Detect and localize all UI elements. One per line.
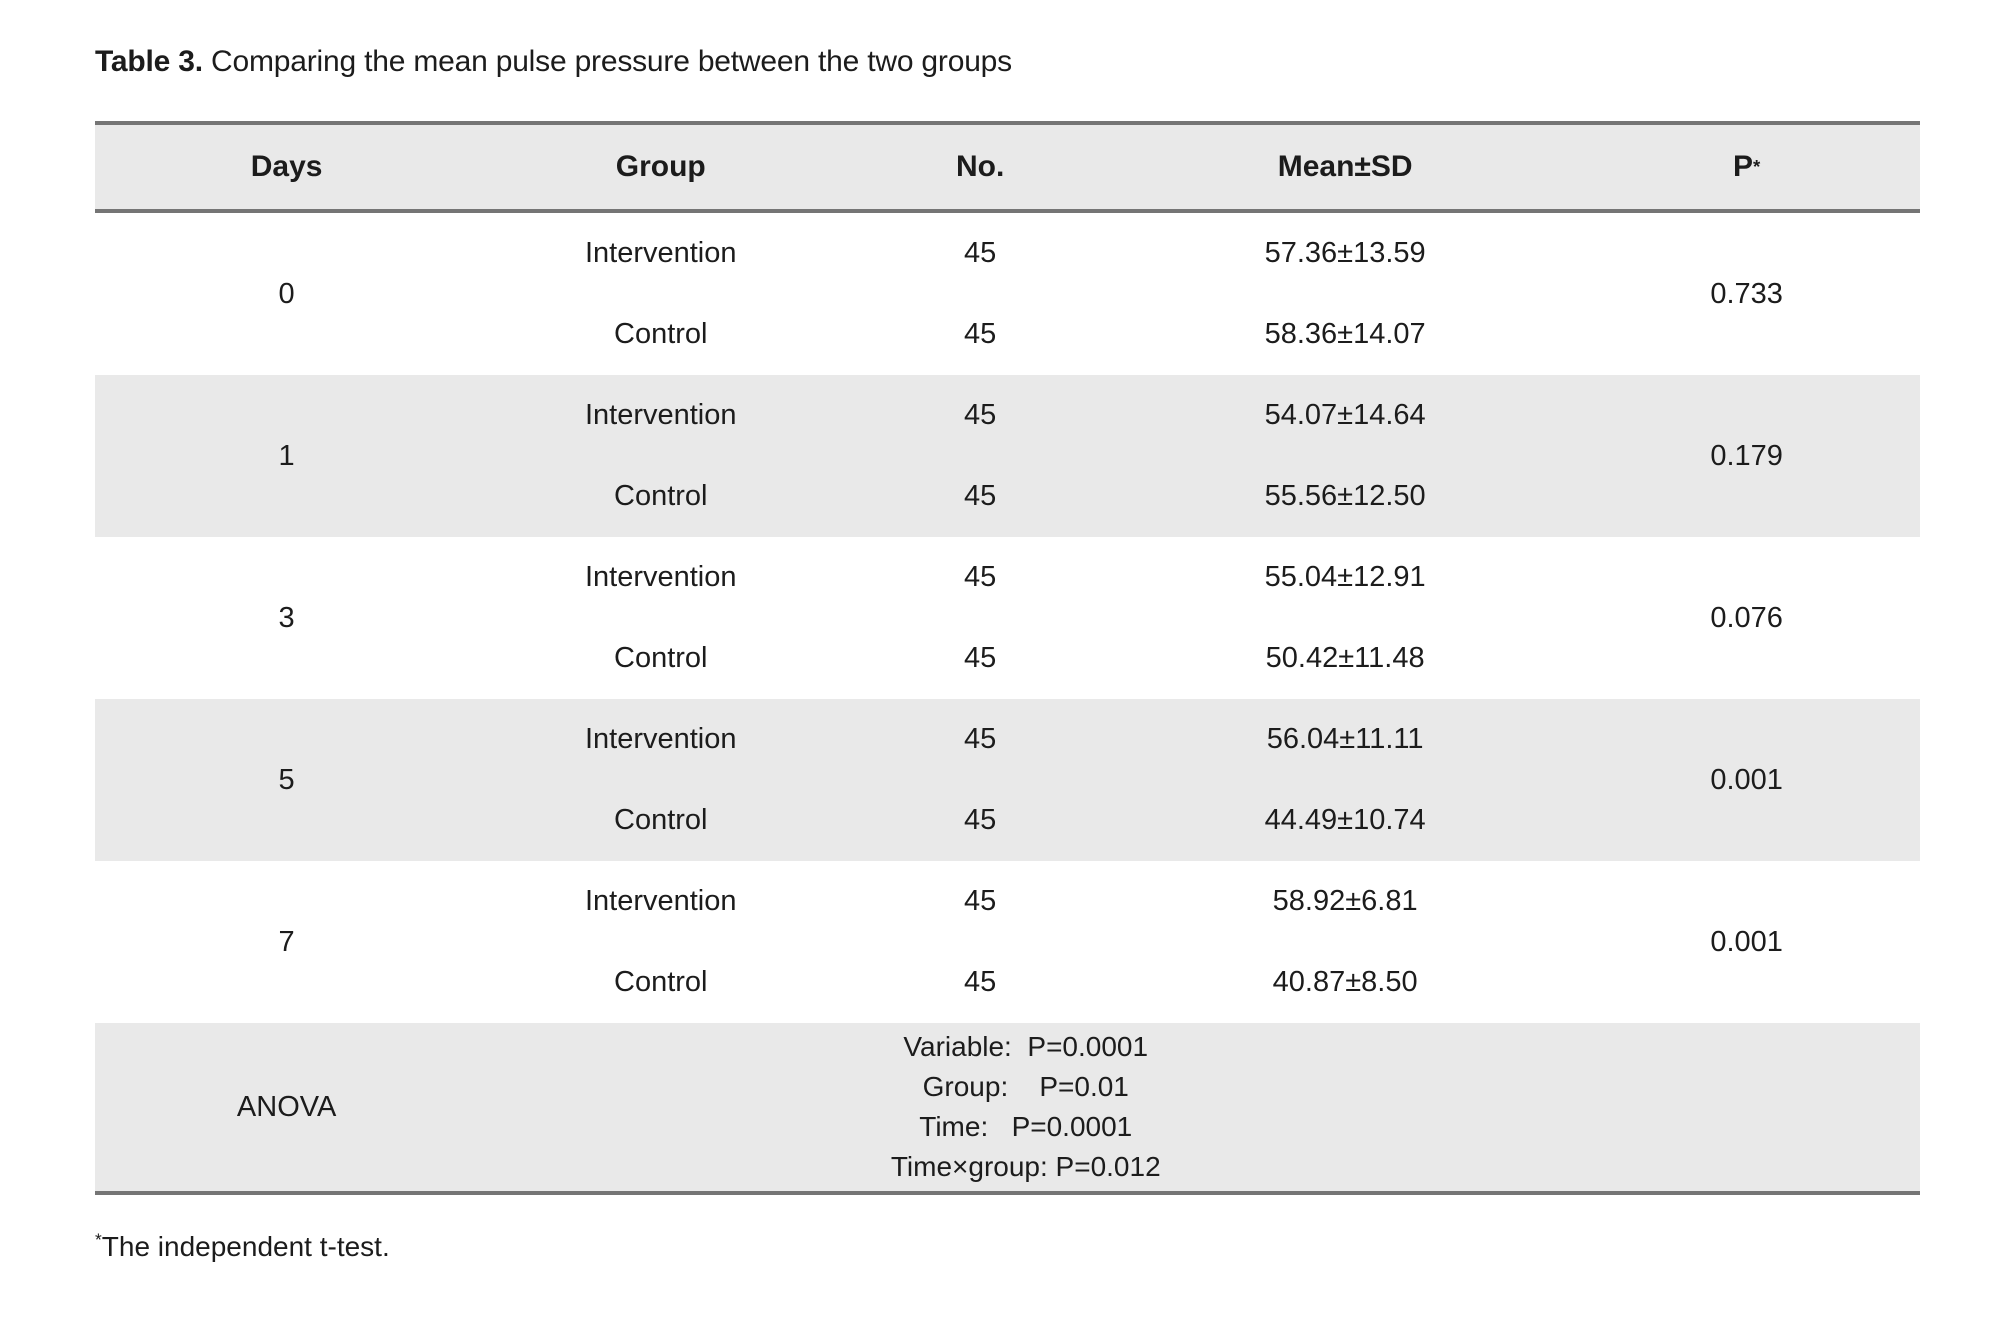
header-mean-sd: Mean±SD — [1277, 150, 1413, 183]
mean-sd-cell: 54.07±14.64 — [1264, 399, 1426, 431]
table-header-row: Days Group No. Mean±SD P * — [95, 125, 1920, 213]
mean-sd-cell: 50.42±11.48 — [1265, 642, 1425, 674]
group-cell: Control — [614, 480, 708, 512]
table: Days Group No. Mean±SD P * 0 Intervention… — [95, 121, 1920, 1195]
group-cell: Intervention — [584, 399, 737, 431]
p-value-cell: 0.179 — [1710, 439, 1783, 472]
anova-line-variable: Variable: P=0.0001 — [903, 1031, 1149, 1062]
group-cell: Control — [614, 966, 708, 998]
table-caption-number: Table 3. — [95, 45, 203, 78]
header-group: Group — [615, 150, 706, 183]
no-cell: 45 — [963, 318, 997, 350]
mean-sd-cell: 55.04±12.91 — [1264, 561, 1426, 593]
anova-results: Variable: P=0.0001 Group: P=0.01 Time: P… — [478, 1023, 1573, 1191]
no-cell: 45 — [963, 885, 997, 917]
day-cell: 3 — [278, 601, 295, 634]
no-cell: 45 — [963, 237, 997, 269]
no-cell: 45 — [963, 480, 997, 512]
mean-sd-cell: 56.04±11.11 — [1266, 723, 1424, 755]
anova-empty-cell — [1573, 1023, 1920, 1191]
mean-sd-cell: 58.36±14.07 — [1264, 318, 1426, 350]
p-value-cell: 0.733 — [1710, 277, 1783, 310]
header-p: P * — [1732, 150, 1761, 183]
table-caption-text: Comparing the mean pulse pressure betwee… — [202, 45, 1012, 78]
header-days: Days — [250, 150, 323, 183]
mean-sd-cell: 55.56±12.50 — [1264, 480, 1426, 512]
group-cell: Control — [614, 804, 708, 836]
group-cell: Intervention — [584, 723, 737, 755]
anova-label: ANOVA — [236, 1090, 337, 1123]
no-cell: 45 — [963, 966, 997, 998]
day-cell: 5 — [278, 763, 295, 796]
mean-sd-cell: 58.92±6.81 — [1272, 885, 1418, 917]
mean-sd-cell: 57.36±13.59 — [1264, 237, 1426, 269]
anova-line-time-group: Time×group: P=0.012 — [890, 1151, 1161, 1182]
day-cell: 1 — [278, 439, 295, 472]
no-cell: 45 — [963, 561, 997, 593]
table-row-anova: ANOVA Variable: P=0.0001 Group: P=0.01 T… — [95, 1023, 1920, 1191]
footnote-text: The independent t-test. — [101, 1231, 390, 1262]
table-row-day-7: 7 Intervention 45 58.92±6.81 0.001 Contr… — [95, 861, 1920, 1023]
anova-line-group: Group: P=0.01 — [922, 1071, 1129, 1102]
day-cell: 7 — [278, 925, 295, 958]
no-cell: 45 — [963, 723, 997, 755]
no-cell: 45 — [963, 804, 997, 836]
p-value-cell: 0.001 — [1710, 763, 1783, 796]
table-row-day-0: 0 Intervention 45 57.36±13.59 0.733 Cont… — [95, 213, 1920, 375]
footnote-asterisk: * — [95, 1229, 102, 1250]
table-row-day-1: 1 Intervention 45 54.07±14.64 0.179 Cont… — [95, 375, 1920, 537]
p-value-cell: 0.076 — [1710, 601, 1783, 634]
day-cell: 0 — [278, 277, 295, 310]
table-footnote: *The independent t-test. — [95, 1231, 1920, 1263]
mean-sd-cell: 44.49±10.74 — [1264, 804, 1426, 836]
group-cell: Intervention — [584, 561, 737, 593]
table-row-day-5: 5 Intervention 45 56.04±11.11 0.001 Cont… — [95, 699, 1920, 861]
p-value-cell: 0.001 — [1710, 925, 1783, 958]
header-no: No. — [955, 150, 1005, 183]
group-cell: Intervention — [584, 237, 737, 269]
anova-line-time: Time: P=0.0001 — [919, 1111, 1133, 1142]
group-cell: Control — [614, 642, 708, 674]
no-cell: 45 — [963, 399, 997, 431]
no-cell: 45 — [963, 642, 997, 674]
group-cell: Control — [614, 318, 708, 350]
mean-sd-cell: 40.87±8.50 — [1272, 966, 1418, 998]
table-row-day-3: 3 Intervention 45 55.04±12.91 0.076 Cont… — [95, 537, 1920, 699]
table-caption: Table 3. Comparing the mean pulse pressu… — [95, 45, 1920, 79]
group-cell: Intervention — [584, 885, 737, 917]
